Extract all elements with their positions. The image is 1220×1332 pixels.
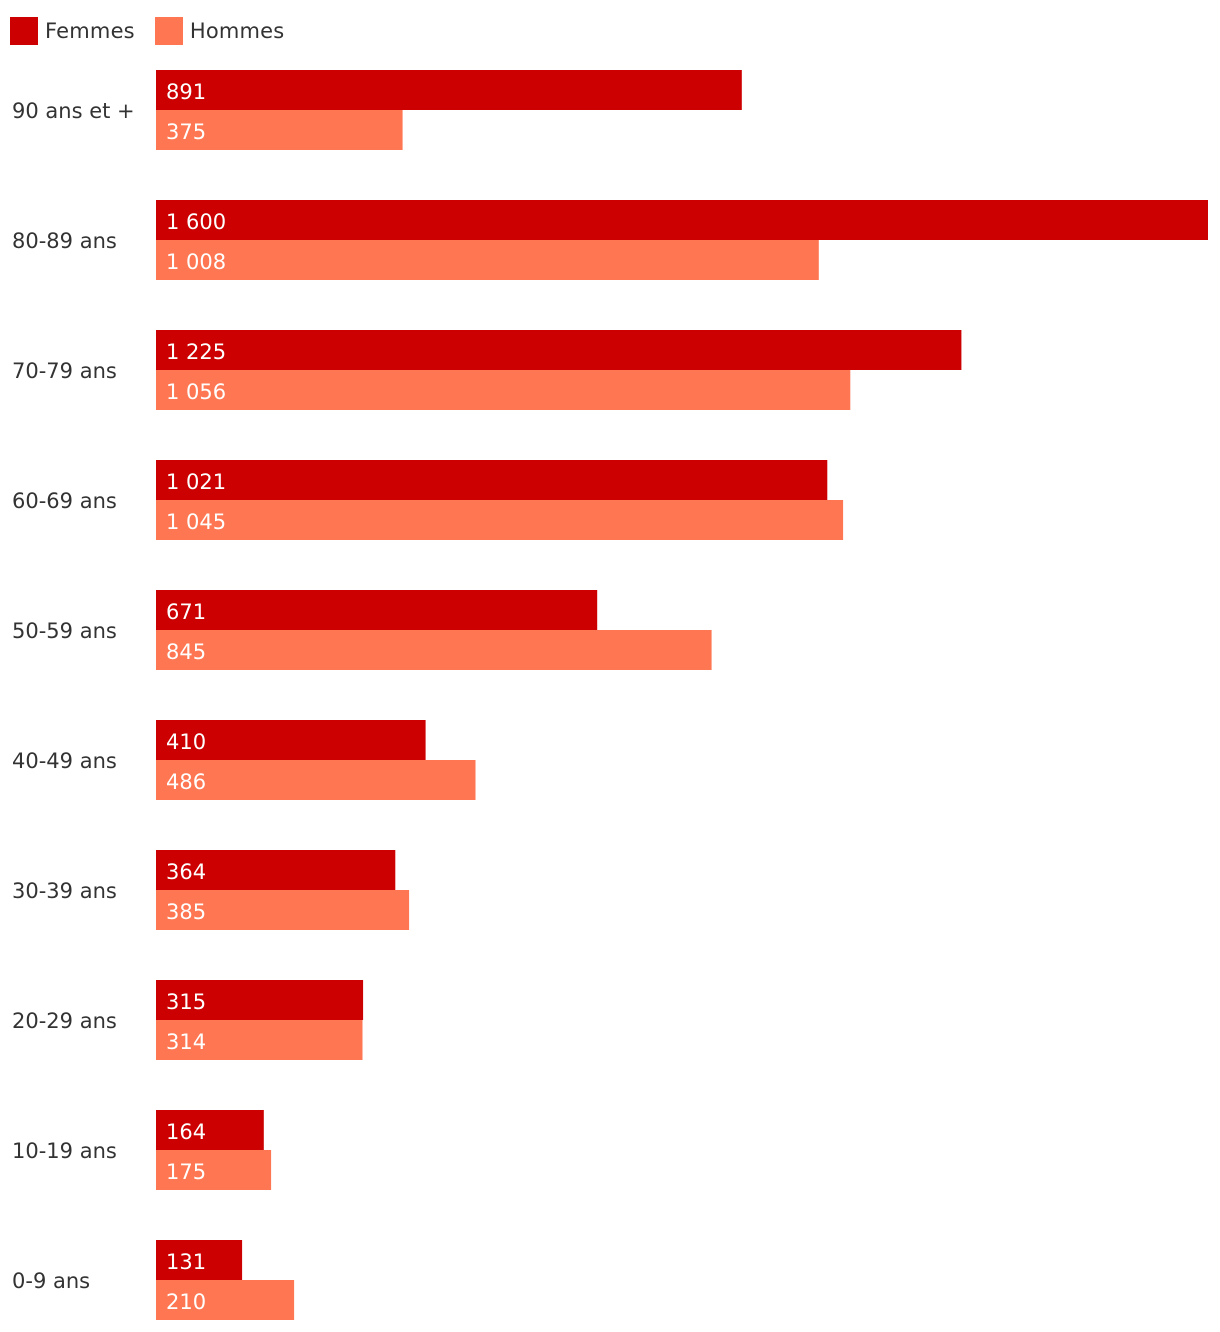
data-label-hommes-10-19-ans: 175 bbox=[166, 1160, 206, 1184]
bar-femmes-60-69-ans[interactable] bbox=[156, 460, 828, 500]
bar-hommes-90-ans-et-plus[interactable] bbox=[156, 110, 403, 150]
category-label-30-39-ans: 30-39 ans bbox=[12, 879, 117, 903]
category-label-20-29-ans: 20-29 ans bbox=[12, 1009, 117, 1033]
category-label-90-ans-et-plus: 90 ans et + bbox=[12, 99, 135, 123]
bar-hommes-40-49-ans[interactable] bbox=[156, 760, 476, 800]
data-label-femmes-0-9-ans: 131 bbox=[166, 1250, 206, 1274]
bar-hommes-80-89-ans[interactable] bbox=[156, 240, 819, 280]
bar-hommes-0-9-ans[interactable] bbox=[156, 1280, 295, 1320]
category-label-60-69-ans: 60-69 ans bbox=[12, 489, 117, 513]
data-label-femmes-70-79-ans: 1 225 bbox=[166, 340, 226, 364]
bar-femmes-0-9-ans[interactable] bbox=[156, 1240, 243, 1280]
data-label-hommes-60-69-ans: 1 045 bbox=[166, 510, 226, 534]
bar-femmes-50-59-ans[interactable] bbox=[156, 590, 598, 630]
bar-femmes-40-49-ans[interactable] bbox=[156, 720, 426, 760]
legend-label-femmes: Femmes bbox=[45, 19, 135, 43]
data-label-hommes-40-49-ans: 486 bbox=[166, 770, 206, 794]
bar-hommes-30-39-ans[interactable] bbox=[156, 890, 410, 930]
legend-item-hommes[interactable]: Hommes bbox=[154, 17, 285, 45]
category-label-50-59-ans: 50-59 ans bbox=[12, 619, 117, 643]
data-label-hommes-20-29-ans: 314 bbox=[166, 1030, 206, 1054]
bar-femmes-30-39-ans[interactable] bbox=[156, 850, 396, 890]
data-label-femmes-60-69-ans: 1 021 bbox=[166, 470, 226, 494]
data-label-hommes-30-39-ans: 385 bbox=[166, 900, 206, 924]
legend-label-hommes: Hommes bbox=[189, 19, 285, 43]
data-label-hommes-80-89-ans: 1 008 bbox=[166, 250, 226, 274]
category-label-0-9-ans: 0-9 ans bbox=[12, 1269, 90, 1293]
legend: Femmes Hommes bbox=[10, 16, 304, 46]
data-label-femmes-30-39-ans: 364 bbox=[166, 860, 206, 884]
category-label-10-19-ans: 10-19 ans bbox=[12, 1139, 117, 1163]
bar-femmes-20-29-ans[interactable] bbox=[156, 980, 364, 1020]
data-label-femmes-90-ans-et-plus: 891 bbox=[166, 80, 206, 104]
category-label-70-79-ans: 70-79 ans bbox=[12, 359, 117, 383]
bar-hommes-60-69-ans[interactable] bbox=[156, 500, 844, 540]
bar-hommes-50-59-ans[interactable] bbox=[156, 630, 712, 670]
bar-hommes-70-79-ans[interactable] bbox=[156, 370, 851, 410]
legend-item-femmes[interactable]: Femmes bbox=[10, 17, 135, 45]
bar-femmes-90-ans-et-plus[interactable] bbox=[156, 70, 742, 110]
data-label-femmes-10-19-ans: 164 bbox=[166, 1120, 206, 1144]
bar-hommes-10-19-ans[interactable] bbox=[156, 1150, 272, 1190]
data-label-femmes-50-59-ans: 671 bbox=[166, 600, 206, 624]
data-label-hommes-90-ans-et-plus: 375 bbox=[166, 120, 206, 144]
data-label-hommes-50-59-ans: 845 bbox=[166, 640, 206, 664]
legend-swatch-hommes bbox=[154, 17, 183, 45]
data-label-hommes-70-79-ans: 1 056 bbox=[166, 380, 226, 404]
data-label-femmes-80-89-ans: 1 600 bbox=[166, 210, 226, 234]
data-label-femmes-40-49-ans: 410 bbox=[166, 730, 206, 754]
category-label-40-49-ans: 40-49 ans bbox=[12, 749, 117, 773]
bar-femmes-80-89-ans[interactable] bbox=[156, 200, 1208, 240]
data-label-femmes-20-29-ans: 315 bbox=[166, 990, 206, 1014]
legend-swatch-femmes bbox=[10, 17, 38, 45]
data-label-hommes-0-9-ans: 210 bbox=[166, 1290, 206, 1314]
bar-femmes-10-19-ans[interactable] bbox=[156, 1110, 264, 1150]
bar-hommes-20-29-ans[interactable] bbox=[156, 1020, 363, 1060]
category-label-80-89-ans: 80-89 ans bbox=[12, 229, 117, 253]
bar-femmes-70-79-ans[interactable] bbox=[156, 330, 962, 370]
